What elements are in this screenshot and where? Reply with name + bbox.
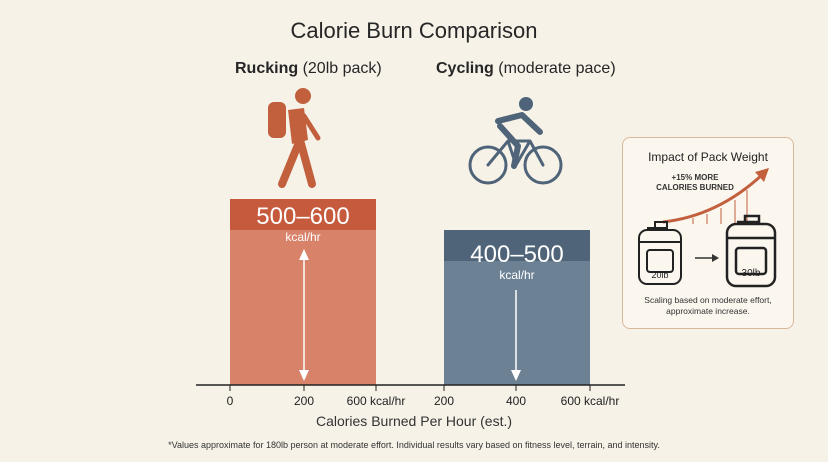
rucking-series-name: Rucking (235, 60, 299, 77)
rucking-unit-label: kcal/hr (285, 230, 321, 244)
cycling-range-label: 400–500 (470, 241, 564, 268)
cycling-heading: Cycling (moderate pace) (436, 60, 616, 78)
x-tick-label: 400 (505, 394, 527, 408)
trend-bars-icon (692, 190, 748, 224)
cycling-range-arrow (511, 290, 521, 381)
hiker-with-backpack-icon (268, 88, 321, 188)
rucking-value-label: 500–600 kcal/hr (230, 203, 376, 245)
trend-arrow-icon (662, 172, 765, 224)
rucking-heading: Rucking (20lb pack) (235, 60, 382, 78)
panel-graphics: 20lb 30lb (638, 168, 777, 288)
cycling-bar-body (444, 261, 590, 385)
backpack-large-icon (725, 214, 777, 288)
rucking-bar-top (230, 199, 376, 230)
x-tick-label: 200 (293, 394, 315, 408)
rucking-range-arrow (299, 249, 309, 381)
pack-to-label: 30lb (742, 268, 761, 279)
rucking-series-qualifier: (20lb pack) (302, 60, 382, 77)
pack-weight-panel: Impact of Pack Weight +15% MORE CALORIES… (622, 137, 794, 329)
x-axis-label: Calories Burned Per Hour (est.) (315, 413, 513, 429)
rucking-range-label: 500–600 (256, 203, 350, 230)
x-tick-label: 200 (433, 394, 455, 408)
cycling-series-name: Cycling (436, 60, 494, 77)
cyclist-icon (468, 97, 563, 185)
arrowhead-icon (755, 168, 769, 182)
x-tick-label: 0 (226, 394, 234, 408)
cycling-unit-label: kcal/hr (499, 268, 535, 282)
x-tick-label: 600 kcal/hr (560, 394, 620, 408)
panel-note-line-1: Scaling based on moderate effort, (644, 295, 772, 305)
increase-line-2: CALORIES BURNED (656, 183, 734, 192)
pack-from-label: 20lb (651, 270, 668, 280)
chart-title: Calorie Burn Comparison (290, 18, 538, 43)
panel-note: Scaling based on moderate effort, approx… (623, 295, 793, 317)
arrow-right-icon (695, 254, 719, 262)
panel-note-line-2: approximate increase. (666, 306, 750, 316)
backpack-small-icon (638, 221, 682, 285)
x-tick-label: 600 kcal/hr (346, 394, 406, 408)
cycling-bar-top (444, 230, 590, 261)
panel-title: Impact of Pack Weight (648, 150, 768, 164)
cycling-series-qualifier: (moderate pace) (498, 60, 616, 77)
footnote: *Values approximate for 180lb person at … (168, 440, 660, 450)
cycling-value-label: 400–500 kcal/hr (444, 241, 590, 283)
increase-line-1: +15% MORE (671, 173, 719, 182)
increase-callout: +15% MORE CALORIES BURNED (645, 173, 745, 193)
